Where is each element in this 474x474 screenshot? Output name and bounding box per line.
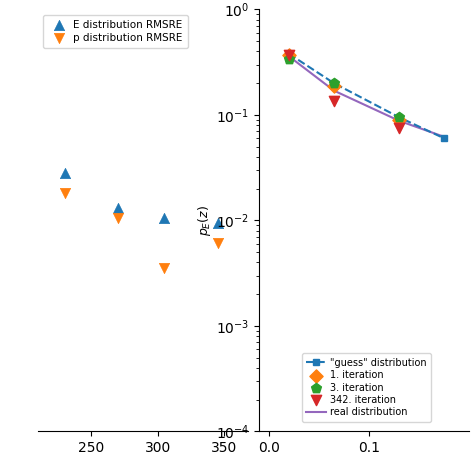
p distribution RMSRE [61,189,68,197]
p distribution RMSRE [161,264,168,271]
3. iteration [330,80,338,87]
real distribution [396,118,402,124]
E distribution RMSRE [161,214,168,222]
1. iteration [395,116,403,124]
"guess" distribution [441,136,447,141]
342. iteration [395,124,403,132]
Legend: "guess" distribution, 1. iteration, 3. iteration, 342. iteration, real distribut: "guess" distribution, 1. iteration, 3. i… [301,353,431,422]
Y-axis label: $p_E(z)$: $p_E(z)$ [196,205,213,236]
"guess" distribution [286,51,292,56]
342. iteration [285,51,293,59]
E distribution RMSRE [61,170,68,177]
Line: "guess" distribution: "guess" distribution [285,50,447,142]
"guess" distribution [331,81,337,86]
Line: real distribution: real distribution [289,56,444,137]
E distribution RMSRE [114,204,122,212]
1. iteration [330,82,338,89]
1. iteration [285,51,293,59]
342. iteration [330,98,338,105]
real distribution [286,54,292,59]
p distribution RMSRE [114,214,122,222]
E distribution RMSRE [214,219,221,227]
p distribution RMSRE [214,239,221,246]
"guess" distribution [396,114,402,120]
real distribution [441,134,447,140]
Legend: E distribution RMSRE, p distribution RMSRE: E distribution RMSRE, p distribution RMS… [43,15,188,48]
3. iteration [285,55,293,63]
3. iteration [395,113,403,121]
real distribution [331,88,337,93]
